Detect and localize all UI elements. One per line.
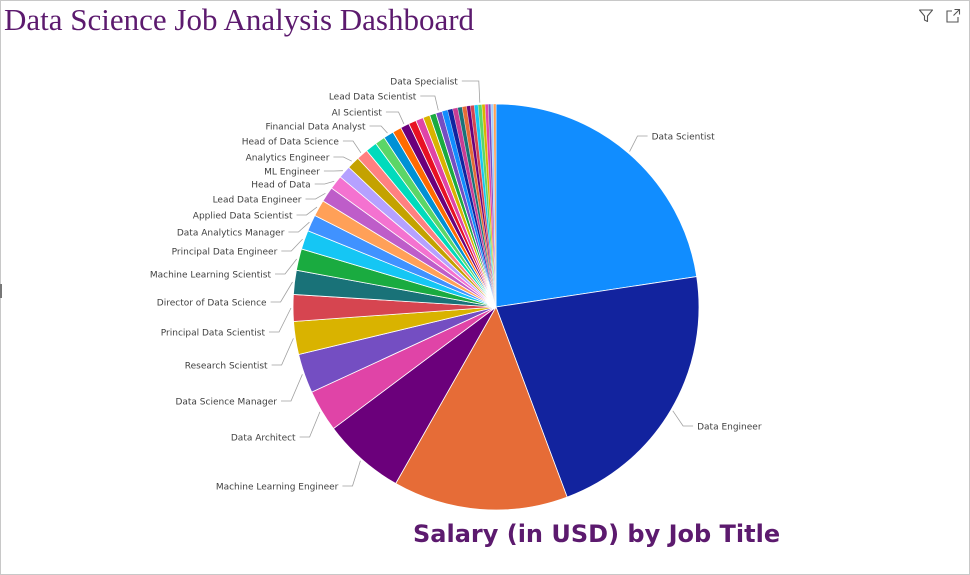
slice-label-machine-learning-engineer: Machine Learning Engineer (216, 483, 339, 493)
leader-line-head-of-data (314, 180, 335, 185)
leader-line-machine-learning-engineer (342, 460, 361, 487)
filter-icon[interactable] (918, 8, 934, 24)
leader-line-data-analytics-manager (288, 221, 310, 233)
slice-label-principal-data-scientist: Principal Data Scientist (161, 329, 266, 339)
pie-slice-41[interactable] (493, 103, 497, 308)
slice-label-financial-data-analyst: Financial Data Analyst (265, 123, 366, 133)
slice-label-machine-learning-scientist: Machine Learning Scientist (150, 271, 272, 281)
slice-label-research-scientist: Research Scientist (185, 362, 268, 372)
leader-line-data-engineer (672, 410, 694, 427)
slice-label-head-of-data: Head of Data (251, 181, 310, 191)
slice-label-data-engineer: Data Engineer (697, 423, 762, 433)
resize-handle[interactable] (0, 284, 2, 298)
leader-line-lead-data-engineer (305, 192, 326, 200)
leader-line-research-scientist (271, 338, 294, 366)
slice-label-head-of-data-science: Head of Data Science (242, 138, 340, 148)
leader-line-machine-learning-scientist (275, 258, 298, 275)
slice-label-applied-data-scientist: Applied Data Scientist (193, 212, 293, 222)
leader-line-applied-data-scientist (296, 206, 318, 216)
slice-label-data-analytics-manager: Data Analytics Manager (177, 229, 285, 239)
chart-title: Salary (in USD) by Job Title (413, 520, 781, 548)
slice-label-lead-data-scientist: Lead Data Scientist (329, 93, 417, 103)
slice-label-director-of-data-science: Director of Data Science (157, 299, 267, 309)
slice-label-data-specialist: Data Specialist (390, 78, 458, 88)
leader-line-data-architect (299, 411, 321, 438)
leader-line-analytics-engineer (333, 156, 352, 162)
slice-label-data-science-manager: Data Science Manager (175, 398, 277, 408)
slice-label-ai-scientist: AI Scientist (332, 109, 383, 119)
leader-line-head-of-data-science (342, 140, 362, 154)
slice-label-ml-engineer: ML Engineer (264, 168, 320, 178)
pie-slice-data-scientist[interactable] (495, 103, 698, 308)
slice-label-analytics-engineer: Analytics Engineer (246, 154, 330, 164)
leader-line-financial-data-analyst (369, 125, 388, 134)
pie-slice-2[interactable] (395, 306, 568, 511)
focus-mode-icon[interactable] (945, 8, 961, 24)
leader-line-ai-scientist (385, 111, 405, 125)
leader-line-data-specialist (461, 80, 481, 103)
leader-line-principal-data-engineer (281, 238, 303, 252)
dashboard-title: Data Science Job Analysis Dashboard (4, 2, 475, 37)
leader-line-director-of-data-science (270, 281, 293, 303)
leader-line-data-science-manager (281, 374, 303, 402)
leader-line-data-scientist (629, 135, 648, 152)
slice-label-data-architect: Data Architect (231, 434, 296, 444)
slice-label-lead-data-engineer: Lead Data Engineer (213, 196, 302, 206)
slice-label-data-scientist: Data Scientist (652, 133, 715, 143)
slice-label-principal-data-engineer: Principal Data Engineer (172, 248, 278, 258)
leader-line-principal-data-scientist (269, 307, 292, 333)
leader-line-lead-data-scientist (420, 95, 439, 111)
